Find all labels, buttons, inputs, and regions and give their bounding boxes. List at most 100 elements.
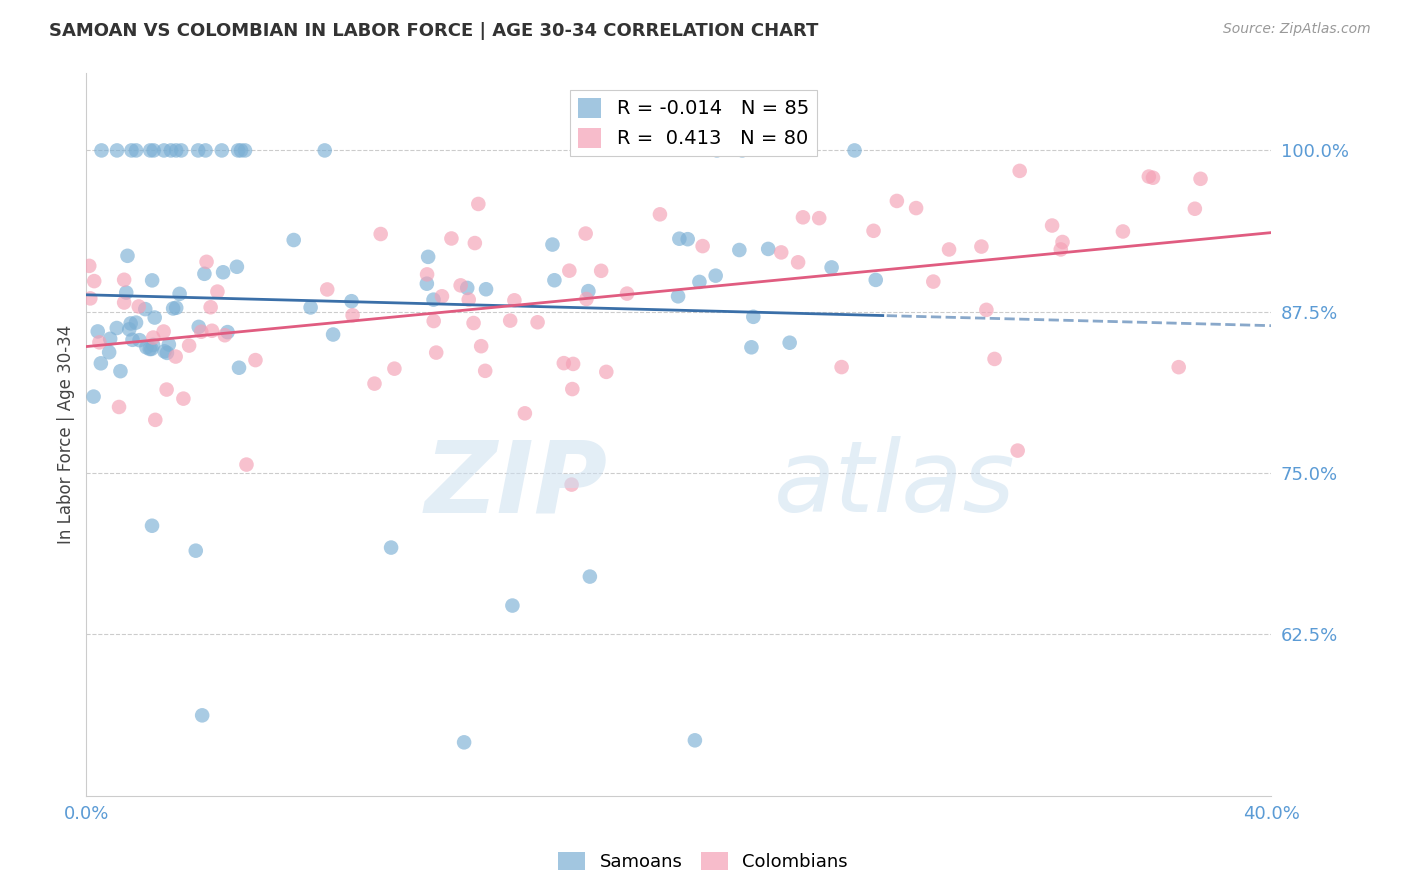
Point — [112, 295, 135, 310]
Point — [820, 260, 842, 275]
Point — [115, 285, 138, 300]
Point — [380, 541, 402, 555]
Point — [1189, 171, 1212, 186]
Point — [575, 292, 598, 306]
Point — [938, 243, 960, 257]
Point — [139, 144, 162, 158]
Point — [200, 300, 222, 314]
Point — [141, 273, 163, 287]
Point — [108, 400, 131, 414]
Point — [156, 383, 179, 397]
Point — [558, 263, 581, 277]
Point — [666, 289, 689, 303]
Point — [416, 277, 439, 291]
Point — [450, 278, 472, 293]
Point — [214, 328, 236, 343]
Point — [474, 364, 496, 378]
Point — [422, 293, 444, 307]
Point — [430, 289, 453, 303]
Point — [886, 194, 908, 208]
Point — [283, 233, 305, 247]
Point — [865, 273, 887, 287]
Point — [561, 477, 583, 491]
Point — [1052, 235, 1074, 249]
Y-axis label: In Labor Force | Age 30-34: In Labor Force | Age 30-34 — [58, 325, 75, 544]
Point — [416, 268, 439, 282]
Point — [456, 281, 478, 295]
Point — [340, 294, 363, 309]
Point — [165, 144, 187, 158]
Point — [141, 342, 163, 356]
Point — [342, 308, 364, 322]
Point — [683, 733, 706, 747]
Point — [139, 342, 162, 356]
Point — [475, 282, 498, 296]
Legend: R = -0.014   N = 85, R =  0.413   N = 80: R = -0.014 N = 85, R = 0.413 N = 80 — [569, 90, 817, 156]
Point — [89, 335, 111, 350]
Point — [143, 310, 166, 325]
Point — [787, 255, 810, 269]
Point — [225, 260, 247, 274]
Point — [87, 325, 110, 339]
Point — [187, 319, 209, 334]
Point — [170, 144, 193, 158]
Point — [440, 231, 463, 245]
Legend: Samoans, Colombians: Samoans, Colombians — [551, 845, 855, 879]
Point — [142, 144, 165, 158]
Point — [728, 243, 751, 257]
Point — [142, 338, 165, 352]
Point — [90, 356, 112, 370]
Point — [169, 286, 191, 301]
Point — [83, 390, 105, 404]
Point — [463, 316, 485, 330]
Point — [576, 284, 599, 298]
Text: atlas: atlas — [773, 436, 1015, 533]
Point — [187, 144, 209, 158]
Point — [228, 360, 250, 375]
Point — [1167, 360, 1189, 375]
Point — [862, 224, 884, 238]
Point — [742, 310, 765, 324]
Text: SAMOAN VS COLOMBIAN IN LABOR FORCE | AGE 30-34 CORRELATION CHART: SAMOAN VS COLOMBIAN IN LABOR FORCE | AGE… — [49, 22, 818, 40]
Point — [704, 268, 727, 283]
Point — [422, 314, 444, 328]
Point — [141, 518, 163, 533]
Point — [77, 259, 100, 273]
Point — [526, 315, 548, 329]
Point — [808, 211, 831, 226]
Point — [467, 197, 489, 211]
Point — [184, 543, 207, 558]
Point — [370, 227, 392, 241]
Point — [125, 144, 148, 158]
Point — [513, 406, 536, 420]
Point — [217, 325, 239, 339]
Point — [499, 313, 522, 327]
Point — [201, 324, 224, 338]
Point — [121, 333, 143, 347]
Point — [110, 364, 132, 378]
Point — [922, 275, 945, 289]
Point — [970, 239, 993, 253]
Point — [575, 227, 598, 241]
Point — [322, 327, 344, 342]
Text: ZIP: ZIP — [425, 436, 607, 533]
Point — [561, 382, 583, 396]
Point — [976, 302, 998, 317]
Point — [756, 242, 779, 256]
Point — [983, 351, 1005, 366]
Point — [706, 144, 728, 158]
Point — [125, 316, 148, 330]
Point — [316, 282, 339, 296]
Point — [1137, 169, 1160, 184]
Point — [470, 339, 492, 353]
Point — [156, 346, 179, 360]
Point — [384, 361, 406, 376]
Point — [616, 286, 638, 301]
Point — [142, 330, 165, 344]
Point — [112, 273, 135, 287]
Point — [792, 211, 814, 225]
Point — [79, 292, 101, 306]
Point — [233, 144, 256, 158]
Point — [541, 237, 564, 252]
Point — [165, 301, 187, 315]
